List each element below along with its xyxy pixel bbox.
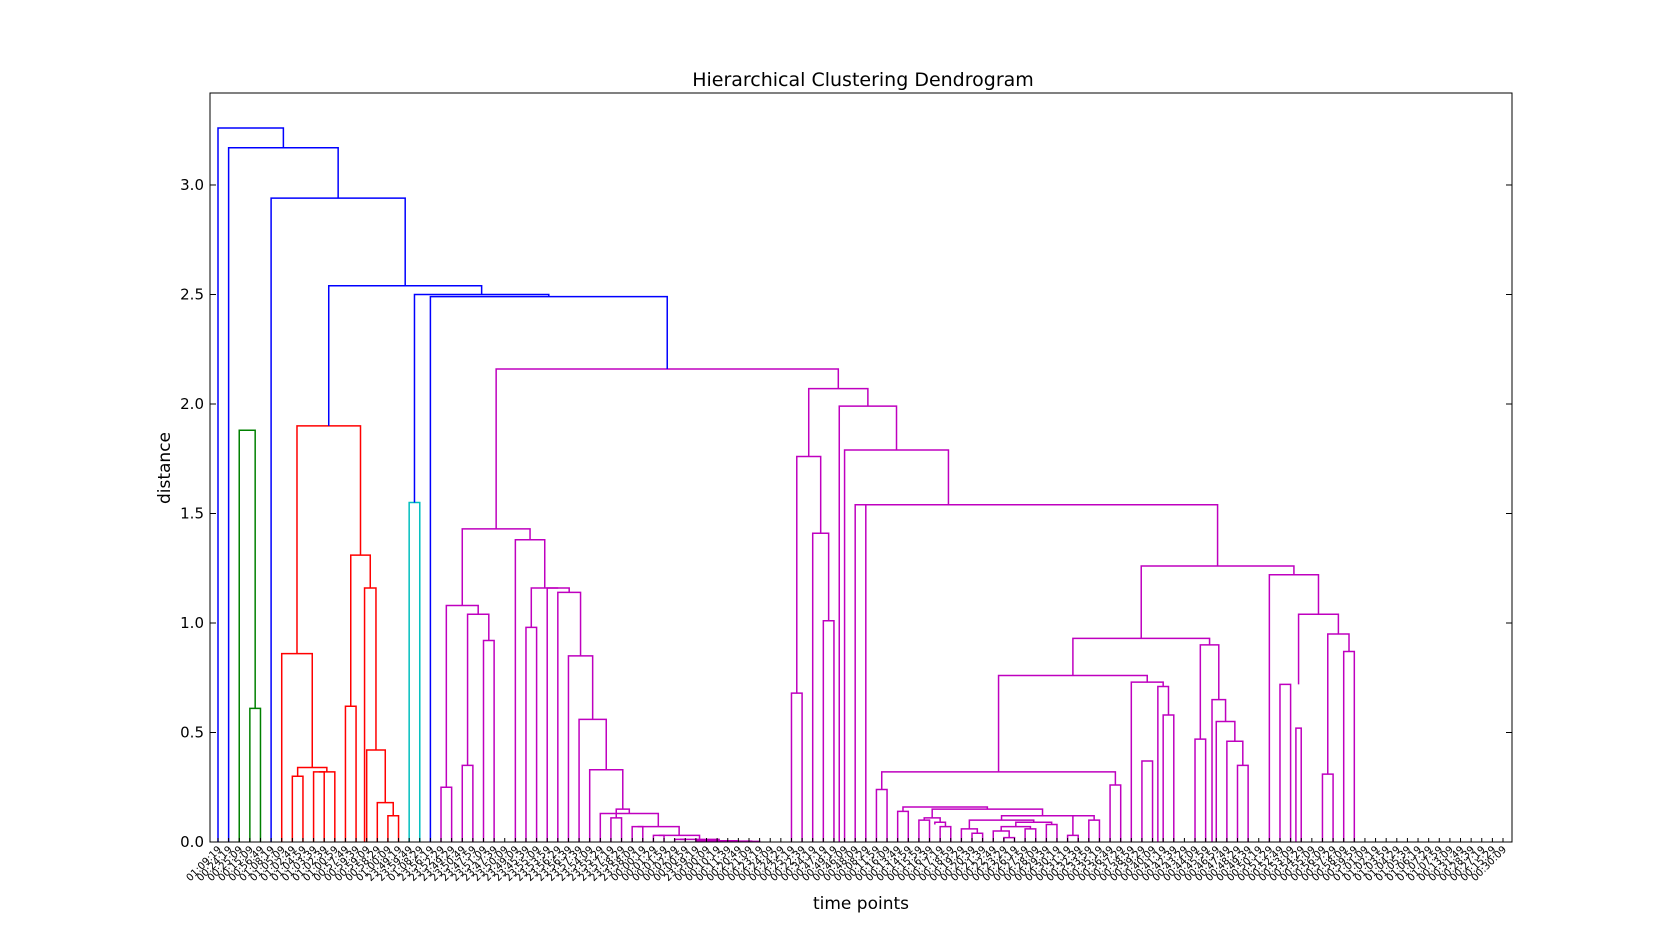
y-axis-title: distance xyxy=(155,432,175,504)
y-tick-label: 2.0 xyxy=(180,395,204,413)
plot-frame xyxy=(209,92,1513,843)
y-tick-label: 1.5 xyxy=(180,504,204,522)
x-axis-title: time points xyxy=(813,894,909,914)
dendrogram-link-92 xyxy=(854,503,1042,842)
dendrogram-link-71 xyxy=(1141,760,1154,842)
dendrogram-link-32 xyxy=(658,834,701,840)
y-axis-ticks: 0.0 0.5 1.0 1.5 2.0 2.5 3.0 xyxy=(180,176,1512,851)
dendrogram-link-33 xyxy=(637,825,680,836)
dendrogram-link-1 xyxy=(238,429,256,842)
dendrogram-link-83 xyxy=(1279,683,1292,842)
chart-title: Hierarchical Clustering Dendrogram xyxy=(692,69,1034,91)
dendrogram-links xyxy=(217,127,1356,843)
dendrogram-link-102 xyxy=(217,127,285,842)
y-tick-label: 3.0 xyxy=(180,176,204,194)
dendrogram-link-84 xyxy=(1295,727,1302,842)
dendrogram-link-67 xyxy=(902,806,989,812)
dendrogram-link-31 xyxy=(679,838,720,841)
dendrogram-link-41 xyxy=(530,587,559,628)
dendrogram-link-65 xyxy=(1000,814,1084,821)
dendrogram-link-4 xyxy=(318,771,336,842)
y-tick-label: 1.0 xyxy=(180,614,204,632)
y-tick-label: 2.5 xyxy=(180,285,204,303)
y-tick-label: 0.5 xyxy=(180,723,204,741)
y-tick-label: 0.0 xyxy=(180,833,204,851)
x-axis-leaf-labels: 01:09:1900:24:1900:25:0900:15:0900:56:49… xyxy=(185,838,1509,884)
dendrogram-link-91 xyxy=(865,503,1219,842)
